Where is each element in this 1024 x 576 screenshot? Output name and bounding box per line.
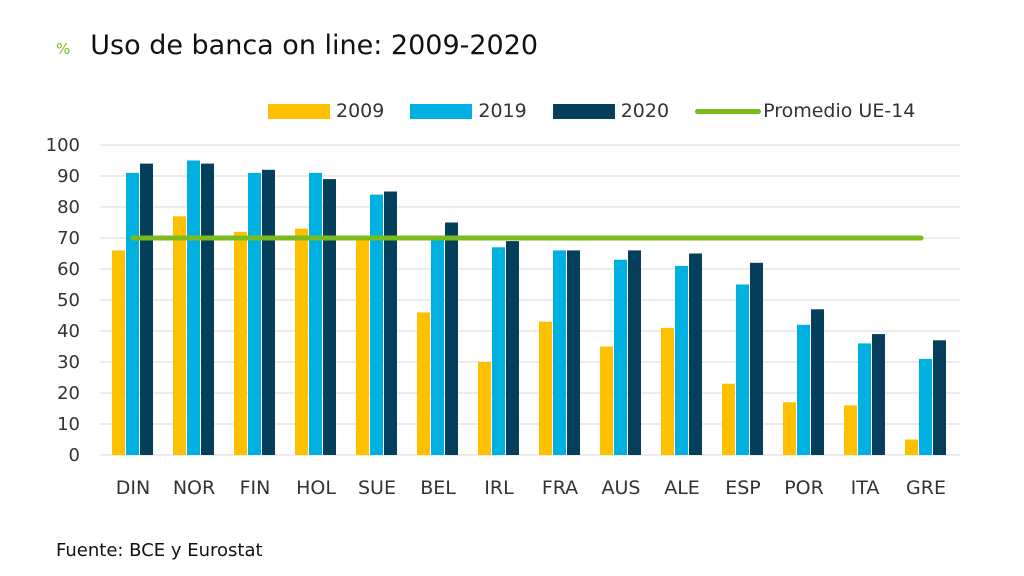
bar-DIN-2020: [140, 163, 153, 455]
chart-title-row: % Uso de banca on line: 2009-2020: [56, 30, 538, 61]
bar-POR-2020: [811, 309, 824, 455]
x-category-label: FRA: [542, 477, 578, 499]
x-category-label: HOL: [296, 477, 336, 499]
y-tick-label: 100: [46, 135, 80, 156]
x-category-label: ALE: [664, 477, 700, 499]
bar-POR-2009: [783, 402, 796, 455]
x-category-label: POR: [784, 477, 824, 499]
legend-swatch-2020: [552, 103, 615, 119]
bar-ALE-2009: [661, 327, 674, 455]
legend-label-2009: 2009: [336, 100, 385, 122]
bar-DIN-2009: [112, 250, 125, 455]
bar-ITA-2009: [844, 405, 857, 455]
bar-GRE-2019: [919, 358, 932, 455]
bar-NOR-2020: [201, 163, 214, 455]
legend-item-2009: 2009: [268, 100, 384, 122]
bar-ESP-2019: [736, 284, 749, 455]
bar-IRL-2020: [506, 241, 519, 455]
x-category-label: GRE: [906, 477, 946, 499]
y-tick-label: 50: [57, 290, 80, 311]
y-tick-label: 90: [57, 166, 80, 187]
y-tick-label: 10: [57, 414, 80, 435]
legend-item-2019: 2019: [410, 100, 527, 122]
bar-ESP-2020: [750, 262, 763, 455]
legend-label-2019: 2019: [478, 100, 527, 122]
x-category-label: ITA: [851, 477, 880, 499]
y-tick-label: 80: [57, 197, 80, 218]
legend-item-average: Promedio UE-14: [695, 100, 915, 122]
bar-HOL-2019: [309, 172, 322, 455]
bar-FRA-2020: [567, 250, 580, 455]
bar-ALE-2019: [675, 265, 688, 455]
bar-HOL-2020: [323, 179, 336, 455]
bar-SUE-2009: [356, 238, 369, 455]
x-category-label: FIN: [240, 477, 271, 499]
title-percent-marker: %: [56, 40, 71, 58]
chart-legend: 2009 2019 2020 Promedio UE-14: [268, 100, 941, 122]
bar-IRL-2019: [492, 247, 505, 455]
bar-ITA-2019: [858, 343, 871, 455]
bar-GRE-2009: [905, 439, 918, 455]
y-tick-label: 0: [69, 445, 80, 466]
bar-FRA-2009: [539, 321, 552, 455]
x-category-label: IRL: [484, 477, 514, 499]
y-tick-label: 40: [57, 321, 80, 342]
x-category-label: SUE: [358, 477, 396, 499]
bar-FIN-2009: [234, 231, 247, 455]
x-category-label: ESP: [725, 477, 761, 499]
legend-item-2020: 2020: [552, 100, 670, 122]
y-tick-label: 70: [57, 228, 80, 249]
bar-FIN-2019: [248, 172, 261, 455]
bar-SUE-2019: [370, 194, 383, 455]
bar-ITA-2020: [872, 334, 885, 455]
bar-NOR-2009: [173, 216, 186, 455]
bar-BEL-2019: [431, 238, 444, 455]
x-category-label: DIN: [116, 477, 150, 499]
chart-title: Uso de banca on line: 2009-2020: [90, 30, 539, 61]
bar-DIN-2019: [126, 172, 139, 455]
legend-swatch-2019: [410, 103, 473, 119]
y-tick-label: 20: [57, 383, 80, 404]
bar-ESP-2009: [722, 383, 735, 455]
y-tick-label: 30: [57, 352, 80, 373]
legend-label-2020: 2020: [620, 100, 670, 122]
bar-AUS-2009: [600, 346, 613, 455]
legend-label-average: Promedio UE-14: [763, 100, 916, 122]
bar-AUS-2020: [628, 250, 641, 455]
bar-AUS-2019: [614, 259, 627, 455]
legend-swatch-2009: [268, 103, 330, 119]
bar-GRE-2020: [933, 340, 946, 455]
bar-BEL-2009: [417, 312, 430, 455]
x-category-label: AUS: [602, 477, 641, 499]
bar-SUE-2020: [384, 191, 397, 455]
bar-NOR-2019: [187, 160, 200, 455]
x-category-label: NOR: [173, 477, 215, 499]
bar-IRL-2009: [478, 362, 491, 455]
legend-line-average: [695, 104, 762, 119]
bar-POR-2019: [797, 324, 810, 455]
bar-ALE-2020: [689, 253, 702, 455]
bar-HOL-2009: [295, 228, 308, 455]
y-tick-label: 60: [57, 259, 80, 280]
source-note: Fuente: BCE y Eurostat: [56, 540, 263, 561]
bar-FIN-2020: [262, 169, 275, 456]
bar-BEL-2020: [445, 222, 458, 455]
x-category-label: BEL: [420, 477, 456, 499]
bar-FRA-2019: [553, 250, 566, 455]
